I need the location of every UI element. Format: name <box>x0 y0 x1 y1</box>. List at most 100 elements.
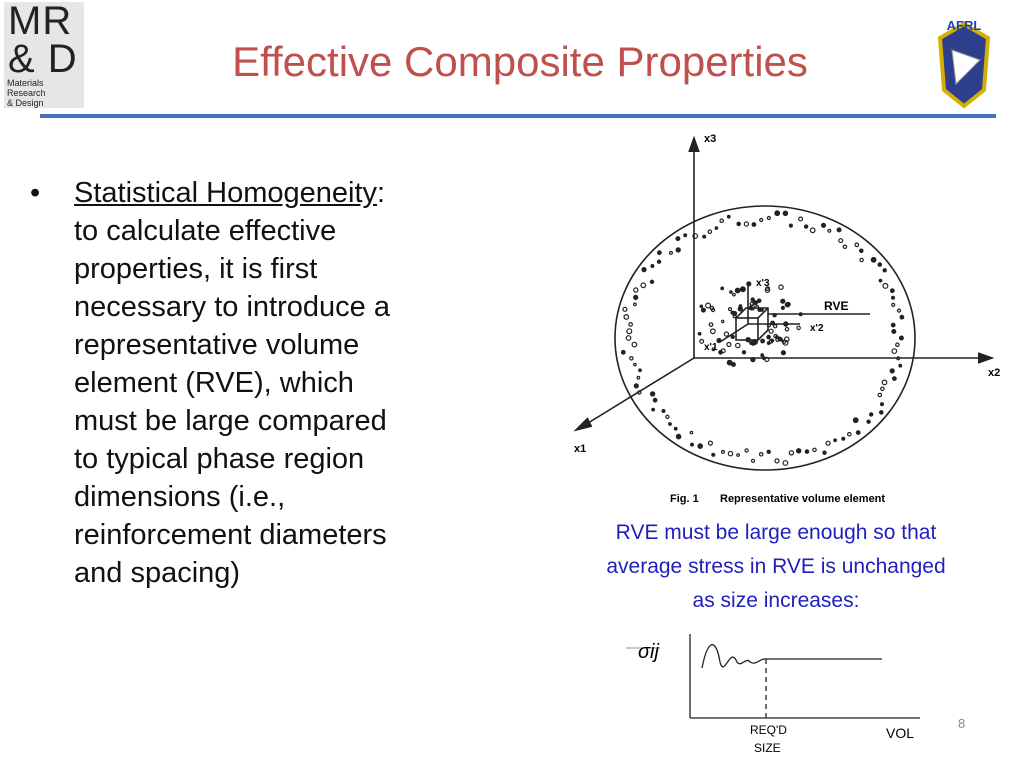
particle <box>750 458 756 463</box>
particle <box>833 438 838 443</box>
particle <box>661 409 666 414</box>
logo: MR & D Materials Research & Design <box>4 0 84 108</box>
particle <box>891 329 897 335</box>
particle <box>774 458 780 464</box>
particle <box>825 440 831 446</box>
particle <box>779 338 784 342</box>
particle <box>784 326 790 332</box>
particle <box>842 244 848 250</box>
particle <box>636 375 641 380</box>
bullet-line: reinforcement diameters <box>74 519 387 551</box>
particle <box>650 264 655 269</box>
particle <box>633 362 637 367</box>
particle <box>692 233 699 239</box>
particle <box>822 450 827 455</box>
logo-text: Materials Research <box>7 78 46 98</box>
rve-figure: x3 x'3 RVE x'2 x'1 x2 x1 Fig. 1 Represen… <box>573 133 1000 505</box>
y-label: σij <box>638 641 660 663</box>
particle <box>759 217 764 223</box>
particle <box>750 297 755 302</box>
particle <box>756 298 762 304</box>
particle <box>623 313 630 320</box>
particle <box>675 247 681 253</box>
particle <box>649 391 656 397</box>
particle <box>651 407 655 412</box>
stress-graph: σij REQ'D SIZE VOL <box>626 634 920 755</box>
particle <box>707 229 713 235</box>
axis-label: x2 <box>988 367 1000 379</box>
particle <box>838 238 844 244</box>
particle <box>755 304 760 309</box>
fig-caption: Representative volume element <box>720 493 885 505</box>
particle <box>702 234 707 239</box>
particle <box>711 347 716 352</box>
particle <box>796 325 801 331</box>
particle <box>743 221 750 227</box>
particle <box>720 286 725 291</box>
particle <box>726 214 731 219</box>
particle <box>877 392 883 398</box>
bullet-line: and spacing) <box>74 557 241 589</box>
particle <box>711 452 716 457</box>
particle <box>836 227 842 233</box>
particle <box>699 304 704 309</box>
particle <box>637 390 642 395</box>
particle <box>727 450 734 457</box>
size-label: SIZE <box>754 741 781 755</box>
particle <box>881 379 888 386</box>
particle <box>758 451 764 457</box>
particle <box>896 356 901 361</box>
particle <box>896 308 902 313</box>
particle <box>764 356 770 363</box>
particle <box>683 233 688 238</box>
bullet: • Statistical Homogeneity: to calculate … <box>30 174 500 592</box>
particle <box>668 250 673 255</box>
particle <box>768 328 774 334</box>
particle <box>882 282 889 289</box>
particle <box>736 453 741 457</box>
particle <box>709 305 715 311</box>
bullet-line: necessary to introduce a <box>74 291 390 323</box>
axis-label: x'3 <box>756 278 770 289</box>
particle <box>700 307 706 313</box>
particle <box>739 286 746 293</box>
particle <box>766 323 772 328</box>
particle <box>798 216 804 222</box>
particle <box>782 339 789 346</box>
particle <box>707 440 713 446</box>
particle <box>709 328 716 335</box>
particle <box>803 224 809 229</box>
bullet-line: must be large compared <box>74 405 387 437</box>
axis-label: x3 <box>704 133 716 145</box>
particle <box>735 342 741 349</box>
particle <box>689 430 694 435</box>
particle <box>770 320 776 326</box>
particle <box>827 228 832 233</box>
particle <box>734 287 741 294</box>
particle <box>699 338 705 344</box>
afrl-text: AFRL <box>947 18 982 33</box>
particle <box>780 305 785 310</box>
particle <box>899 314 905 320</box>
particle <box>640 282 647 289</box>
particle <box>749 301 754 306</box>
particle <box>760 353 765 358</box>
caption-line: average stress in RVE is unchanged <box>606 555 946 578</box>
particle <box>620 349 626 355</box>
logo-text: & D <box>8 37 78 81</box>
particle <box>782 460 789 466</box>
particle <box>798 312 803 317</box>
bullet-line: dimensions (i.e., <box>74 481 286 513</box>
particle <box>741 350 747 355</box>
particle <box>788 450 795 456</box>
particle <box>736 221 742 227</box>
particle <box>772 312 777 318</box>
particle <box>766 449 771 454</box>
particle <box>877 262 883 267</box>
particle <box>812 447 817 453</box>
particle <box>852 417 859 424</box>
particle <box>898 363 903 368</box>
particle <box>626 328 633 335</box>
particle <box>720 348 726 354</box>
logo-text: MR <box>8 0 73 43</box>
